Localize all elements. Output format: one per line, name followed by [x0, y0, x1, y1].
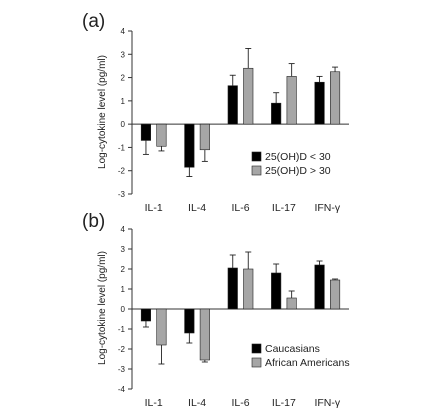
panel-a-error-bar-il-4-high-vitd [201, 149, 208, 162]
panel-b-bar-il-6-african-americans [243, 268, 254, 310]
panel-a-category-label-il-4: IL-4 [188, 202, 206, 214]
legend-swatch-low-vitd [251, 151, 262, 162]
panel-b-chart: (b) Log-cytokine level (pg/ml) 4 3 2 1 0 -1 -2… [82, 211, 350, 409]
legend-swatch-caucasians [251, 343, 262, 354]
panel-a-y-tick-label: 1 [121, 97, 126, 106]
panel-a-bar-ifn-gamma-low-vitd [314, 81, 325, 125]
panel-a-error-bar-il-4-low-vitd [186, 167, 193, 177]
panel-b-y-tick-label: -1 [118, 325, 126, 334]
panel-b-y-axis-label: Log-cytokine level (pg/ml) [97, 251, 108, 365]
panel-b-y-tick-label: 0 [121, 305, 126, 314]
panel-b-y-tick-label: 3 [121, 245, 126, 254]
panel-b-error-bar-ifn-gamma-caucasians [316, 260, 323, 265]
panel-a-bar-il-17-low-vitd [271, 102, 282, 125]
panel-b-category-label-il-17: IL-17 [272, 397, 296, 409]
panel-a-y-tick-label: 2 [121, 74, 126, 83]
panel-b-y-tick-label: 1 [121, 285, 126, 294]
panel-b-error-bar-il-4-caucasians [186, 333, 193, 344]
panel-b-y-tick-label: -2 [118, 345, 126, 354]
panel-a-y-tick-label: -3 [118, 190, 126, 199]
panel-a-error-bar-il-6-high-vitd [245, 48, 252, 69]
panel-a-error-bar-il-1-low-vitd [142, 140, 149, 155]
panel-a-label: (a) [82, 11, 105, 32]
panel-b-y-tick-label: 2 [121, 265, 126, 274]
panel-a-category-label-il-17: IL-17 [272, 202, 296, 214]
panel-a-bar-il-4-low-vitd [184, 123, 195, 168]
panel-a-y-tick-label: 4 [121, 27, 126, 36]
panel-b-y-tick-label: 4 [121, 225, 126, 234]
panel-b-bar-il-4-caucasians [184, 308, 195, 334]
panel-b-error-bar-il-1-african-americans [158, 345, 165, 365]
panel-b-error-bar-il-6-african-americans [245, 251, 252, 269]
panel-b-category-label-ifn-gamma: IFN-γ [314, 397, 340, 409]
panel-b-error-bar-il-4-african-americans [201, 360, 208, 363]
panel-a-bar-il-17-high-vitd [286, 76, 297, 125]
panel-b-bar-il-4-african-americans [199, 308, 210, 361]
panel-a-category-label-il-1: IL-1 [145, 202, 163, 214]
legend-label-low-vitd: 25(OH)D < 30 [265, 151, 331, 163]
panel-a-chart: (a) Log-cytokine level (pg/ml) 4 3 2 1 0 -1 -2… [82, 11, 349, 214]
panel-b-y-tick-label: -4 [118, 385, 126, 394]
panel-b-error-bar-il-17-african-americans [288, 290, 295, 298]
panel-b-error-bar-ifn-gamma-african-americans [332, 278, 339, 280]
panel-b-y-tick-label: -3 [118, 365, 126, 374]
panel-a-error-bar-il-1-high-vitd [158, 146, 165, 152]
panel-a-error-bar-ifn-gamma-high-vitd [332, 66, 339, 72]
panel-a-bar-il-6-high-vitd [243, 67, 254, 125]
panel-b-category-label-il-6: IL-6 [231, 397, 249, 409]
panel-b-error-bar-il-1-caucasians [142, 321, 149, 328]
panel-a-y-tick-label: 0 [121, 120, 126, 129]
panel-a-bar-il-1-high-vitd [156, 123, 167, 147]
panel-b-bar-il-1-caucasians [140, 308, 151, 322]
panel-a-y-tick-label: -1 [118, 143, 126, 152]
panel-a-y-tick-label: -2 [118, 167, 126, 176]
panel-a-bar-il-4-high-vitd [199, 123, 210, 151]
panel-a-error-bar-il-17-high-vitd [288, 63, 295, 77]
panel-b-category-label-il-4: IL-4 [188, 397, 206, 409]
panel-a-y-axis-label: Log-cytokine level (pg/ml) [97, 55, 108, 169]
panel-a-y-tick-label: 3 [121, 50, 126, 59]
panel-b-bar-il-17-african-americans [286, 297, 297, 310]
panel-b-error-bar-il-6-caucasians [229, 254, 236, 268]
panel-a-category-label-ifn-gamma: IFN-γ [314, 202, 340, 214]
panel-b-label: (b) [82, 211, 105, 232]
panel-a-bar-il-1-low-vitd [140, 123, 151, 141]
legend-label-high-vitd: 25(OH)D > 30 [265, 165, 331, 177]
legend-label-caucasians: Caucasians [265, 343, 320, 355]
legend-swatch-african-americans [251, 357, 262, 368]
panel-a-error-bar-il-6-low-vitd [229, 74, 236, 86]
legend-label-african-americans: African Americans [265, 357, 350, 369]
panel-a-bar-il-6-low-vitd [227, 85, 238, 125]
legend-swatch-high-vitd [251, 165, 262, 176]
panel-a-error-bar-il-17-low-vitd [273, 92, 280, 104]
panel-a-bar-ifn-gamma-high-vitd [329, 71, 341, 125]
panel-b-bar-il-6-caucasians [227, 267, 238, 310]
panel-b-bar-il-17-caucasians [271, 272, 282, 310]
panel-b-error-bar-il-17-caucasians [273, 263, 280, 273]
panel-a-error-bar-ifn-gamma-low-vitd [316, 75, 323, 83]
panel-b-bar-ifn-gamma-african-americans [329, 279, 341, 310]
panel-a-category-label-il-6: IL-6 [231, 202, 249, 214]
panel-b-bar-ifn-gamma-caucasians [314, 264, 325, 310]
panel-b-bar-il-1-african-americans [156, 308, 167, 346]
panel-b-category-label-il-1: IL-1 [145, 397, 163, 409]
